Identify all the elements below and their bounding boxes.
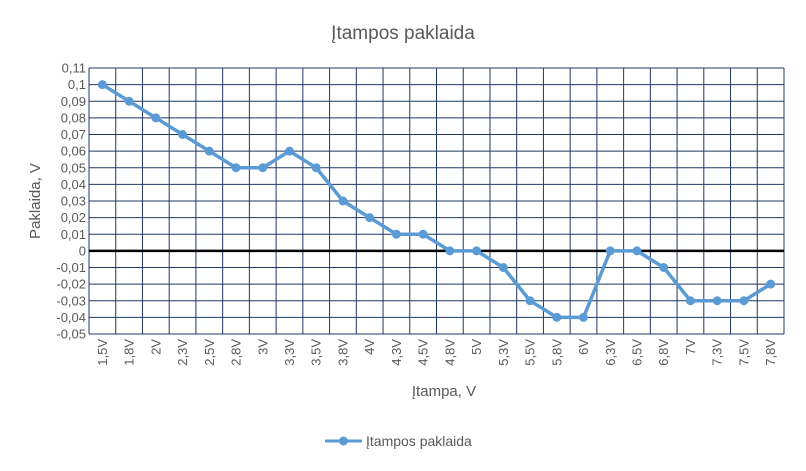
legend: Įtampos paklaida [325, 433, 472, 449]
plot-grid [88, 67, 785, 335]
x-tick-label: 6,5V [629, 339, 644, 366]
x-tick-label: 3V [255, 339, 270, 355]
y-tick-label: -0,03 [56, 293, 86, 308]
data-point [204, 146, 214, 156]
x-tick-label: 7V [683, 339, 698, 355]
x-tick-label: 5,8V [549, 339, 564, 366]
data-point [97, 80, 107, 90]
x-tick-label: 7,8V [763, 339, 778, 366]
x-tick-label: 2,3V [175, 339, 190, 366]
x-tick-label: 6,3V [603, 339, 618, 366]
data-point [659, 263, 669, 272]
y-tick-label: 0,1 [68, 77, 86, 92]
legend-point-marker [339, 436, 348, 446]
x-tick-label: 2,8V [229, 339, 244, 366]
chart-title: Įtampos paklaida [331, 23, 475, 44]
y-axis-ticks: -0,05 -0,04 -0,03-0,02 -0,01 00,01 0,020,03 0,… [56, 61, 86, 342]
x-tick-label: 4,3V [389, 339, 404, 366]
x-tick-label: 5,5V [523, 339, 538, 366]
x-tick-label: 4V [362, 339, 377, 355]
y-tick-label: -0,05 [56, 327, 86, 342]
x-tick-label: 2,5V [202, 339, 217, 366]
y-tick-label: 0,03 [61, 194, 86, 209]
data-point [391, 229, 401, 239]
data-point [418, 229, 428, 239]
data-point [498, 263, 508, 272]
data-point [739, 296, 749, 306]
x-tick-label: 6V [576, 339, 591, 355]
x-tick-label: 5V [469, 339, 484, 355]
data-point [472, 246, 482, 256]
y-tick-label: -0,04 [56, 310, 86, 325]
x-axis-ticks: 1,5V 1,8V 2V 2,3V 2,5V 2,8V 3V 3,3V 3,5V 3,8V 4V 4,… [95, 339, 778, 366]
data-point [579, 312, 589, 322]
x-tick-label: 5,3V [496, 339, 511, 366]
y-tick-label: -0,02 [56, 277, 86, 292]
x-tick-label: 1,5V [95, 339, 110, 366]
data-point [552, 312, 562, 322]
data-point [712, 296, 722, 306]
data-point [365, 213, 375, 223]
data-point [311, 163, 321, 173]
y-tick-label: 0,08 [61, 110, 86, 125]
y-tick-label: 0,06 [61, 144, 86, 159]
y-tick-label: 0,05 [61, 160, 86, 175]
series-layer [97, 80, 776, 322]
data-point [151, 113, 161, 123]
series-line [101, 83, 772, 320]
data-point [338, 196, 348, 206]
y-tick-label: 0,04 [61, 177, 86, 192]
y-tick-label: 0 [79, 243, 86, 258]
y-tick-label: 0,07 [61, 127, 86, 142]
x-tick-label: 3,5V [309, 339, 324, 366]
y-tick-label: 0,01 [61, 227, 86, 242]
x-tick-label: 4,5V [416, 339, 431, 366]
x-tick-label: 2V [148, 339, 163, 355]
y-axis-label: Paklaida, V [27, 163, 44, 239]
legend-label: Įtampos paklaida [366, 433, 472, 449]
data-point [685, 296, 695, 306]
x-tick-label: 3,3V [282, 339, 297, 366]
y-tick-label: 0,02 [61, 210, 86, 225]
data-point [231, 163, 241, 173]
x-tick-label: 7,3V [710, 339, 725, 366]
x-tick-label: 3,8V [335, 339, 350, 366]
x-tick-label: 1,8V [122, 339, 137, 366]
x-axis-label: Įtampa, V [412, 383, 476, 400]
data-point [284, 146, 294, 156]
data-point [525, 296, 535, 306]
y-tick-label: 0,09 [61, 94, 86, 109]
x-tick-label: 7,5V [736, 339, 751, 366]
data-point [766, 279, 776, 289]
data-point [605, 246, 615, 256]
data-point [124, 96, 134, 106]
data-point [258, 163, 268, 173]
data-point [445, 246, 455, 256]
x-tick-label: 6,8V [656, 339, 671, 366]
data-point [178, 130, 188, 139]
data-point [632, 246, 642, 256]
y-tick-label: 0,11 [62, 61, 86, 76]
y-tick-label: -0,01 [56, 260, 86, 275]
x-tick-label: 4,8V [442, 339, 457, 366]
